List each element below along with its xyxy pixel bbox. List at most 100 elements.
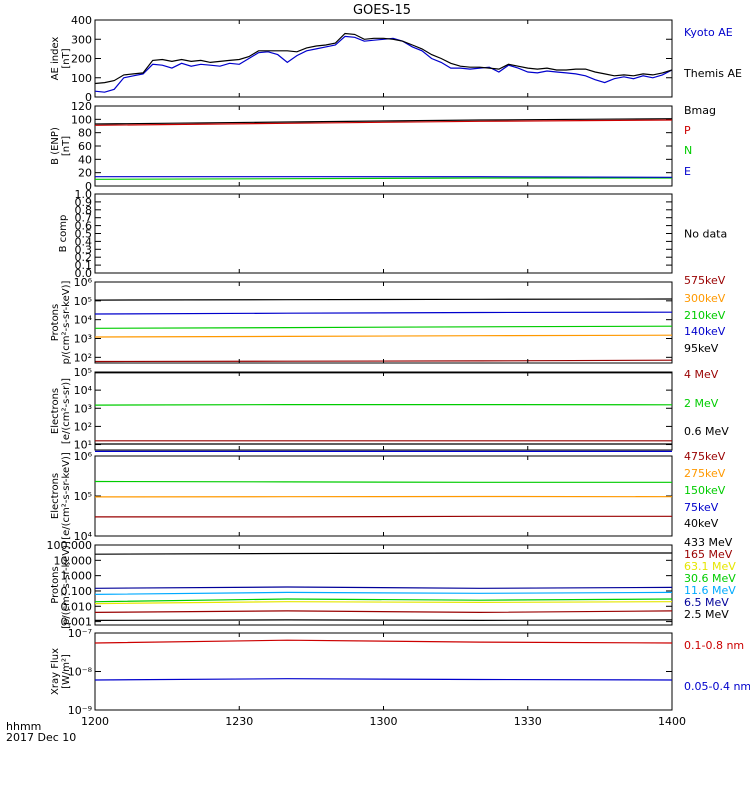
y-axis-label: B (ENP) [nT] (50, 127, 72, 165)
legend-entry: 75keV (684, 501, 719, 514)
y-axis-label-line: B (ENP) (50, 127, 61, 165)
series-line-p (94, 119, 673, 126)
y-axis-label-line: [nT] (61, 48, 72, 68)
y-tick-label: 10.000 (54, 554, 93, 567)
plot-title: GOES-15 (353, 3, 411, 18)
series-line-0-05-0-4-nm (94, 678, 673, 681)
y-tick-label: 100 (71, 72, 92, 85)
series-line-95kev (94, 298, 673, 301)
y-tick-label: 0.7 (75, 212, 93, 225)
series-line-n (94, 177, 672, 180)
series-line-2-mev (94, 404, 673, 406)
series-line-bmag (94, 118, 673, 125)
y-axis-label-line: [W/m²] (61, 654, 72, 689)
y-axis-label-line: Protons (50, 566, 61, 603)
legend-entry: 575keV (684, 274, 726, 287)
x-tick-label: 1200 (81, 715, 109, 728)
y-axis-label-line: Electrons (50, 473, 61, 519)
y-tick-label: 0 (85, 180, 92, 193)
y-tick-label: 0.3 (75, 243, 93, 256)
series-line-210kev (94, 325, 673, 329)
y-axis-label-line: [nT] (61, 136, 72, 156)
y-tick-label: 100.000 (47, 539, 93, 552)
y-tick-label: 0.5 (75, 228, 93, 241)
y-axis-label-line: Protons (50, 304, 61, 341)
y-axis-label: B comp (58, 215, 69, 253)
y-tick-label: 10² (74, 420, 92, 433)
y-tick-label: 10⁶ (74, 276, 93, 289)
y-axis-label: AE index [nT] (50, 37, 72, 81)
legend-entry: 95keV (684, 342, 719, 355)
legend-entry: 2 MeV (684, 397, 719, 410)
y-axis-label-line: Xray Flux (50, 648, 61, 695)
panel-frame (94, 105, 673, 187)
legend-entry: 140keV (684, 325, 726, 338)
panel-ae: 0 100 200 300 400 AE index [nT] Kyoto AE Themis … (50, 14, 742, 104)
legend-entry: 2.5 MeV (684, 608, 729, 621)
series-line-433-mev (94, 552, 672, 555)
panel-frame (94, 281, 673, 364)
y-axis-label: Xray Flux [W/m²] (50, 648, 72, 695)
y-tick-label: 1.0 (75, 188, 93, 201)
panel-frame (94, 19, 673, 98)
legend-entry: 433 MeV (684, 536, 733, 549)
y-axis-label-line: AE index (50, 37, 61, 81)
y-tick-label: 10² (74, 351, 92, 364)
y-tick-label: 10⁴ (74, 314, 93, 327)
legend-entry: 40keV (684, 517, 719, 530)
y-tick-label: 1.000 (61, 570, 93, 583)
x-tick-label: 1330 (514, 715, 542, 728)
x-tick-label: 1230 (225, 715, 253, 728)
legend-entry: E (684, 165, 691, 178)
series-line-6-5-mev (94, 586, 673, 589)
no-data-note: No data (684, 228, 727, 241)
panel-frame (94, 193, 673, 274)
y-tick-label: 300 (71, 33, 92, 46)
y-tick-label: 10⁶ (74, 450, 93, 463)
y-tick-label: 0.1 (75, 259, 93, 272)
legend-entry: 6.5 MeV (684, 596, 729, 609)
y-tick-label: 200 (71, 53, 92, 66)
y-axis-label-line: p/(cm²-s-sr-keV)] (61, 281, 72, 365)
y-tick-label: 10⁻⁸ (68, 666, 93, 679)
legend-entry: Bmag (684, 104, 716, 117)
legend-entry: 165 MeV (684, 548, 733, 561)
y-tick-label: 10⁻⁷ (68, 627, 92, 640)
y-tick-label: 10¹ (74, 439, 92, 452)
y-tick-label: 120 (71, 100, 92, 113)
legend-entry: 150keV (684, 484, 726, 497)
legend-entry: P (684, 124, 691, 137)
series-line-140kev (94, 311, 673, 315)
y-tick-label: 100 (71, 113, 92, 126)
y-tick-label: 0.6 (75, 220, 93, 233)
time-axis: 1200 1230 1300 1330 1400 (81, 715, 686, 728)
y-axis-label-line: [p/(cm²-s-sr-keV)] (61, 541, 72, 629)
y-tick-label: 10⁻⁹ (68, 704, 92, 717)
legend-entry: 0.6 MeV (684, 425, 729, 438)
y-tick-label: 0.8 (75, 204, 93, 217)
series-line-165-mev (94, 610, 673, 614)
series-line-150kev (94, 480, 672, 483)
legend-entry: 300keV (684, 292, 726, 305)
y-tick-label: 400 (71, 14, 92, 27)
y-tick-label: 0.0 (75, 267, 93, 280)
y-tick-label: 0.2 (75, 251, 93, 264)
y-tick-label: 10⁴ (74, 384, 93, 397)
legend-entry: Themis AE (683, 67, 742, 80)
panel-protons_high: 0.0010.0100.1001.00010.000100.000Protons… (47, 536, 737, 629)
legend-entry: 11.6 MeV (684, 584, 736, 597)
y-tick-label: 0.100 (61, 585, 93, 598)
panel-frame (94, 544, 673, 626)
legend-entry: N (684, 144, 692, 157)
legend-entry: 275keV (684, 467, 726, 480)
series-line-0-1-0-8-nm (94, 639, 673, 644)
date-label: 2017 Dec 10 (6, 731, 76, 744)
series-line-30-6-mev (94, 598, 673, 603)
legend-entry: 63.1 MeV (684, 560, 736, 573)
x-tick-label: 1300 (370, 715, 398, 728)
y-tick-label: 10³ (74, 332, 92, 345)
time-axis-unit-label: hhmm (6, 720, 41, 733)
